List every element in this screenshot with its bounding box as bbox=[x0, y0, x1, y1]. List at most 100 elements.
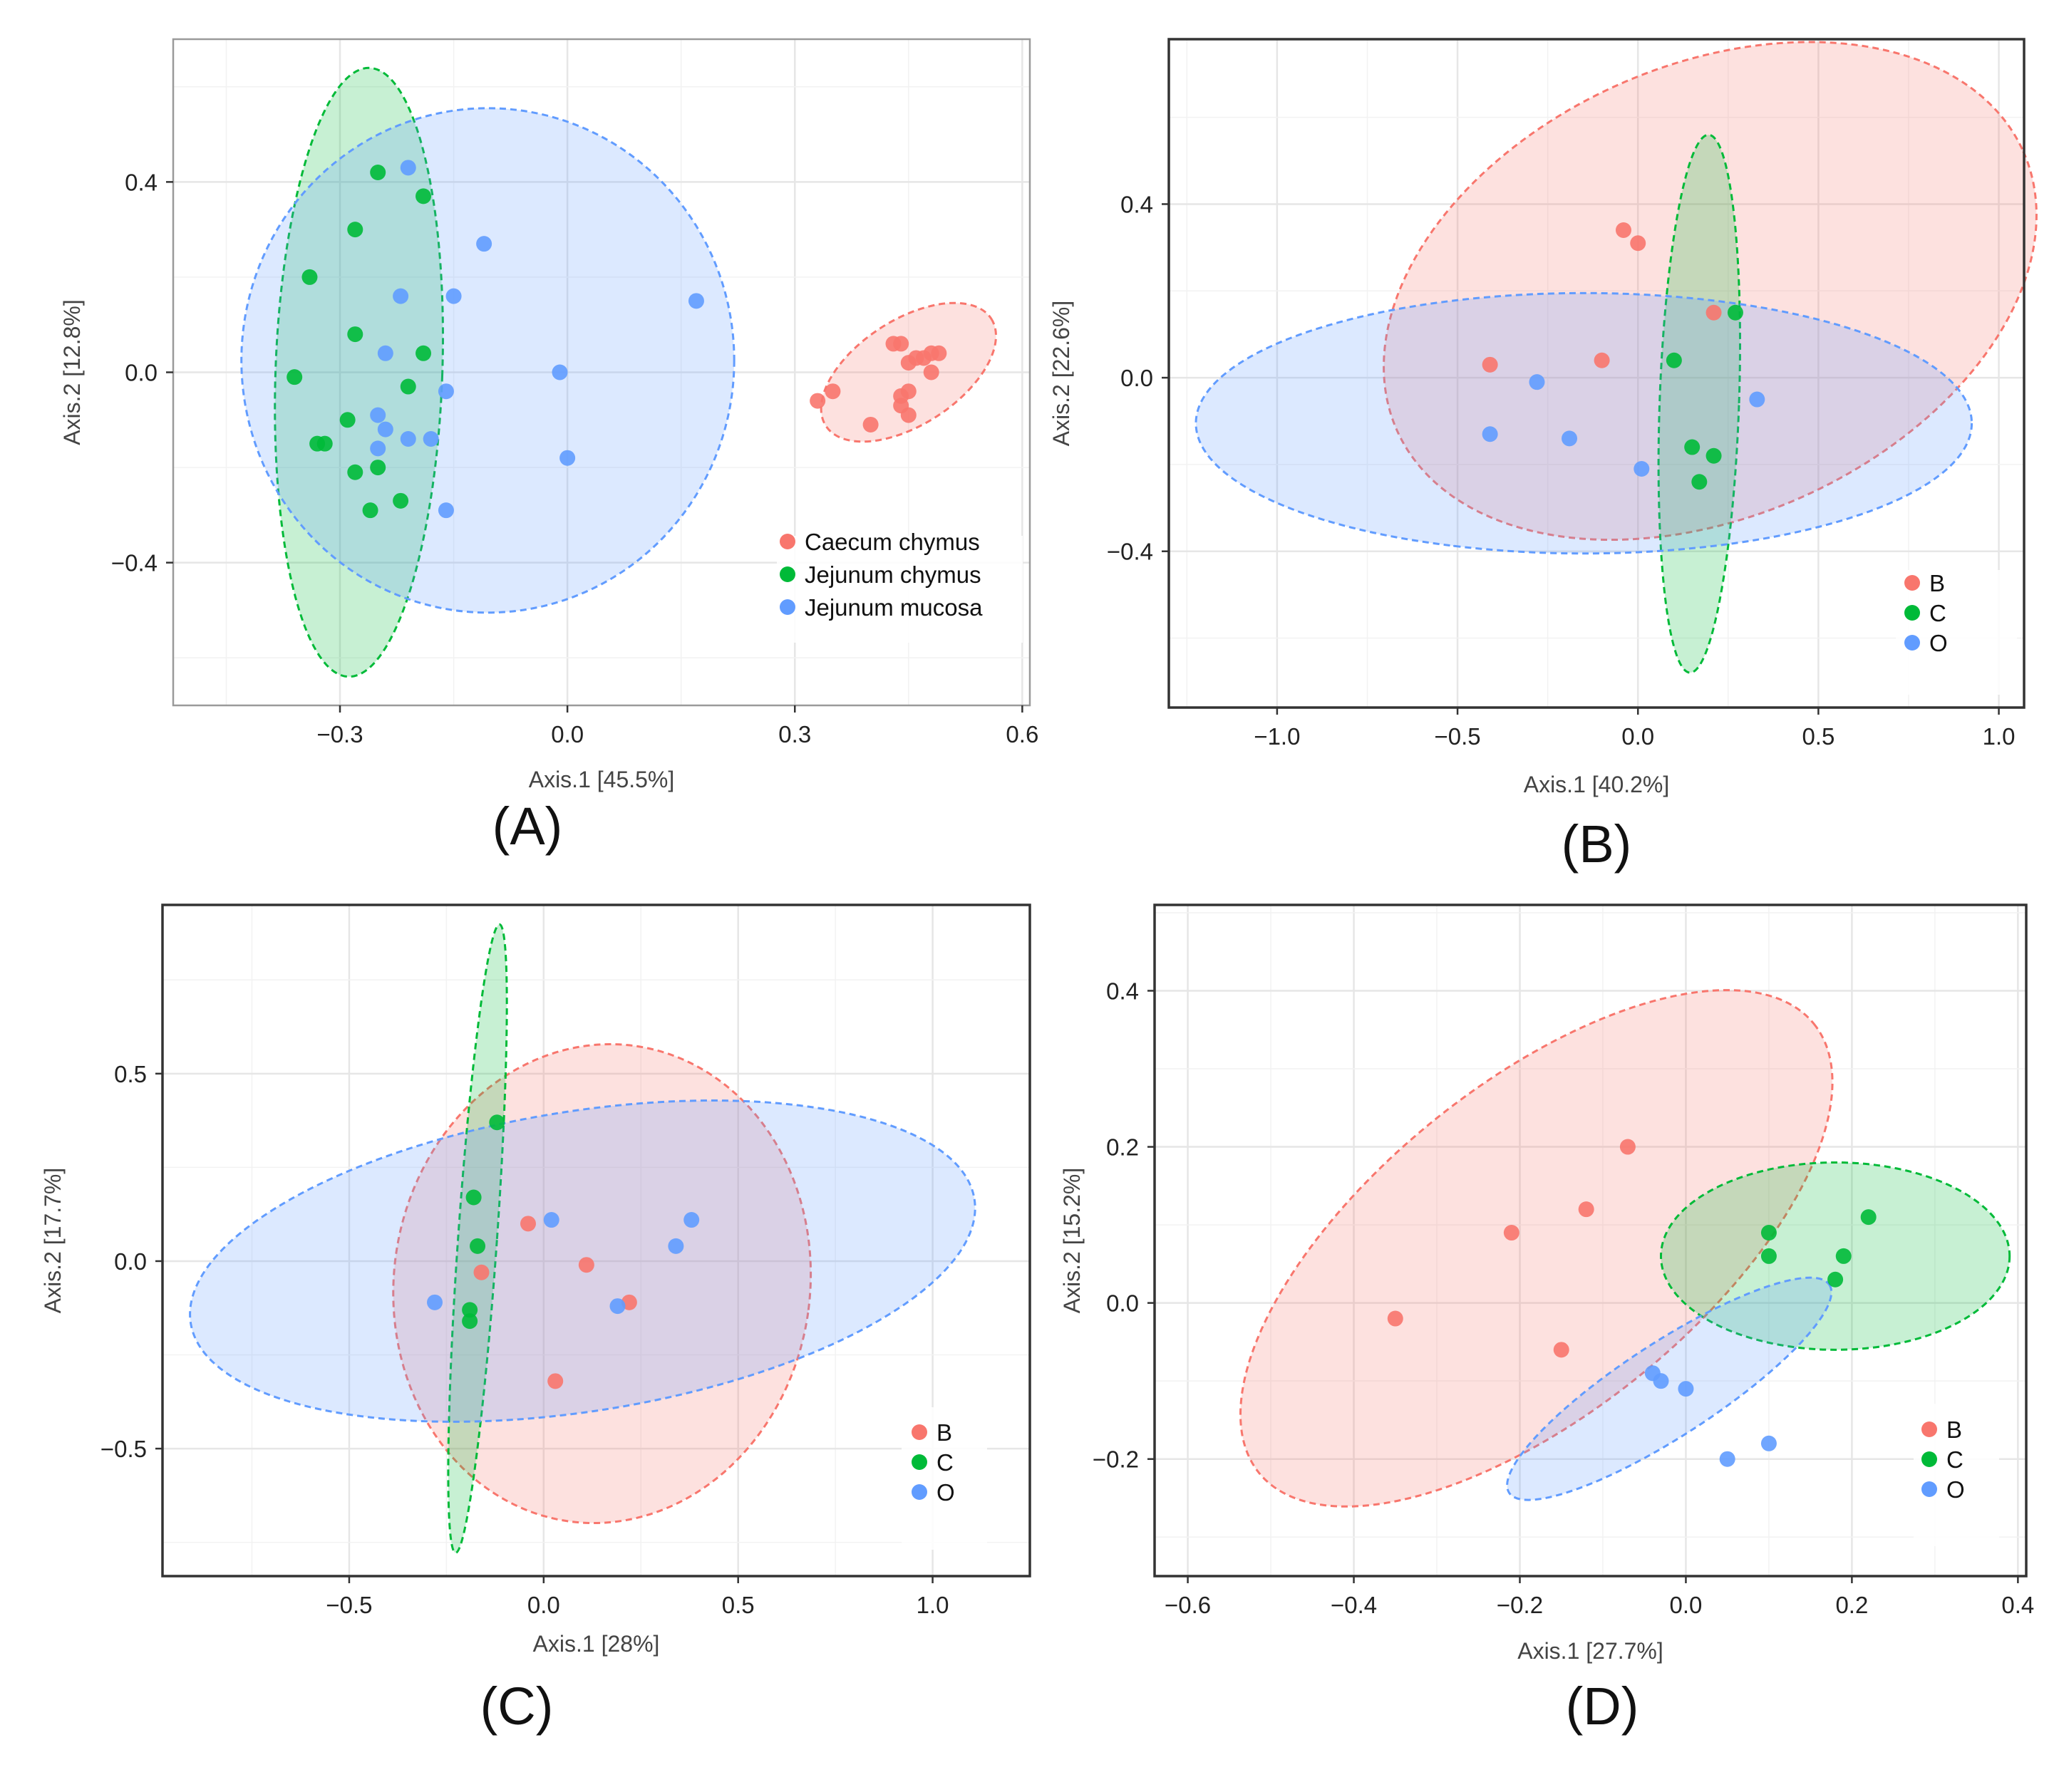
panel-a-point-jejunum-chymus bbox=[339, 412, 356, 428]
panel-a-ellipse-jejunum-chymus bbox=[274, 66, 444, 678]
panel-b-point-o bbox=[1529, 374, 1545, 390]
panel-c-frame bbox=[161, 903, 1031, 1578]
panel-d-legend-label: C bbox=[1946, 1446, 1963, 1473]
panel-a-point-caecum-chymus bbox=[900, 383, 917, 400]
panel-c-point-o bbox=[609, 1298, 626, 1315]
panel-a-point-jejunum-mucosa bbox=[370, 440, 386, 457]
panel-d-label: (D) bbox=[1566, 1677, 1639, 1736]
panel-d-legend-label: B bbox=[1946, 1416, 1962, 1443]
panel-d-xtick-label: −0.2 bbox=[1497, 1592, 1543, 1618]
panel-b-xtick-label: 1.0 bbox=[1983, 723, 2016, 750]
panel-b-legend-label: C bbox=[1929, 600, 1946, 626]
panel-a: −0.3 0.0 0.3 0.6 0.4 0.0 −0.4 Axis.1 [45.5%] Axi… bbox=[59, 38, 1038, 792]
panel-c-legend-key-o bbox=[912, 1484, 927, 1500]
panel-a-point-jejunum-chymus bbox=[416, 188, 432, 204]
panel-b-legend-key-c bbox=[1904, 605, 1920, 621]
panel-d-ellipse-b bbox=[1239, 989, 1834, 1508]
panel-b-point-b bbox=[1615, 222, 1631, 238]
panel-b-point-b bbox=[1705, 304, 1722, 321]
panel-b-xtick-label: 0.0 bbox=[1621, 723, 1654, 750]
panel-c-point-o bbox=[683, 1212, 700, 1228]
panel-a-point-jejunum-mucosa bbox=[552, 364, 568, 380]
panel-d-legend-key-b bbox=[1921, 1421, 1937, 1437]
panel-a-ellipse-jejunum-mucosa bbox=[240, 107, 736, 614]
panel-a-point-jejunum-chymus bbox=[287, 369, 303, 385]
panel-c-point-c bbox=[465, 1189, 482, 1206]
panel-d-xtick-label: 0.2 bbox=[1835, 1592, 1868, 1618]
panel-d-ytick-label: 0.4 bbox=[1106, 978, 1139, 1004]
panel-d-legend-key-c bbox=[1921, 1451, 1937, 1467]
panel-a-legend-label: Jejunum chymus bbox=[805, 561, 981, 588]
panel-d-legend-label: O bbox=[1946, 1476, 1965, 1503]
panel-a-point-jejunum-chymus bbox=[393, 492, 409, 509]
panel-a-label: (A) bbox=[492, 797, 563, 856]
panel-c-y-axis-label: Axis.2 [17.7%] bbox=[40, 1168, 66, 1314]
panel-b-point-c bbox=[1727, 304, 1743, 321]
panel-a-xtick-label: −0.3 bbox=[316, 721, 363, 747]
panel-b-legend-label: B bbox=[1929, 570, 1945, 596]
panel-a-point-jejunum-mucosa bbox=[423, 431, 439, 447]
panel-a-ytick-label: 0.4 bbox=[125, 169, 158, 195]
panel-d-point-o bbox=[1678, 1381, 1694, 1397]
panel-a-point-jejunum-mucosa bbox=[377, 345, 393, 361]
panel-a-point-jejunum-mucosa bbox=[438, 502, 454, 519]
panel-b-point-c bbox=[1684, 439, 1701, 455]
panel-b-point-b bbox=[1482, 356, 1498, 373]
panel-a-point-jejunum-chymus bbox=[370, 460, 386, 476]
panel-b: −1.0 −0.5 0.0 0.5 1.0 0.4 0.0 −0.4 Axis.1 [40.2%… bbox=[1048, 38, 2038, 797]
panel-d-xtick-label: 0.0 bbox=[1670, 1592, 1703, 1618]
panel-b-point-c bbox=[1691, 474, 1708, 490]
panel-a-point-jejunum-mucosa bbox=[445, 288, 462, 304]
panel-a-legend-key-jejunum-mucosa bbox=[780, 599, 795, 615]
panel-d-point-b bbox=[1553, 1342, 1569, 1358]
panel-a-point-jejunum-chymus bbox=[370, 165, 386, 180]
panel-b-plot-area bbox=[1169, 39, 2024, 708]
panel-b-legend-background bbox=[1896, 570, 2017, 695]
panel-d-x-axis-label: Axis.1 [27.7%] bbox=[1517, 1638, 1663, 1664]
panel-c-legend-label: O bbox=[936, 1479, 955, 1506]
panel-d-point-o bbox=[1719, 1451, 1735, 1467]
panel-d-xtick-label: −0.6 bbox=[1165, 1592, 1211, 1618]
panel-c-xtick-label: 0.5 bbox=[722, 1592, 755, 1618]
panel-a-x-axis-label: Axis.1 [45.5%] bbox=[529, 767, 675, 792]
panel-d-point-b bbox=[1619, 1139, 1636, 1155]
panel-c-point-b bbox=[473, 1264, 490, 1280]
panel-a-ytick-label: 0.0 bbox=[125, 360, 158, 386]
panel-b-ytick-label: 0.4 bbox=[1120, 191, 1153, 217]
panel-a-point-jejunum-chymus bbox=[347, 326, 363, 343]
panel-c-label: (C) bbox=[480, 1677, 554, 1736]
panel-d-point-c bbox=[1827, 1271, 1844, 1288]
panel-a-xtick-label: 0.3 bbox=[778, 721, 811, 747]
panel-a-legend-label: Jejunum mucosa bbox=[805, 594, 983, 621]
panel-b-xtick-label: −0.5 bbox=[1434, 723, 1480, 750]
panel-a-point-jejunum-chymus bbox=[416, 345, 432, 361]
panel-d: −0.6 −0.4 −0.2 0.0 0.2 0.4 0.4 0.2 0.0 −0.2 Axis.1… bbox=[1059, 903, 2034, 1664]
panel-b-label: (B) bbox=[1562, 814, 1632, 874]
panel-b-point-b bbox=[1630, 235, 1646, 252]
panel-d-ytick-label: −0.2 bbox=[1093, 1446, 1139, 1473]
panel-d-ytick-label: 0.0 bbox=[1106, 1290, 1139, 1317]
panel-d-point-c bbox=[1835, 1248, 1852, 1264]
panel-d-point-b bbox=[1578, 1201, 1594, 1218]
panel-a-point-jejunum-mucosa bbox=[400, 431, 416, 447]
panel-c-point-b bbox=[520, 1216, 536, 1232]
panel-c-point-c bbox=[462, 1313, 478, 1330]
panel-a-point-caecum-chymus bbox=[862, 416, 879, 433]
panel-b-point-o bbox=[1634, 461, 1650, 477]
panel-c: −0.5 0.0 0.5 1.0 0.5 0.0 −0.5 Axis.1 [28%] Axis.… bbox=[40, 903, 1031, 1657]
panel-c-point-c bbox=[489, 1114, 505, 1131]
panel-c-legend-label: B bbox=[936, 1419, 952, 1446]
panel-d-xtick-label: −0.4 bbox=[1331, 1592, 1377, 1618]
panel-a-point-caecum-chymus bbox=[900, 407, 917, 423]
panel-a-legend-background bbox=[777, 536, 1023, 643]
panel-a-xtick-label: 0.6 bbox=[1006, 721, 1038, 747]
panel-b-xtick-label: 0.5 bbox=[1802, 723, 1834, 750]
panel-b-point-o bbox=[1749, 391, 1765, 408]
panel-b-legend-key-b bbox=[1904, 575, 1920, 591]
panel-b-ellipse-o bbox=[1194, 291, 1973, 555]
panel-c-ytick-label: 0.0 bbox=[114, 1248, 147, 1275]
panel-c-legend-label: C bbox=[936, 1449, 954, 1476]
panel-d-ytick-label: 0.2 bbox=[1106, 1134, 1139, 1161]
panel-a-legend-key-caecum-chymus bbox=[780, 534, 795, 549]
panel-d-point-c bbox=[1760, 1225, 1777, 1241]
